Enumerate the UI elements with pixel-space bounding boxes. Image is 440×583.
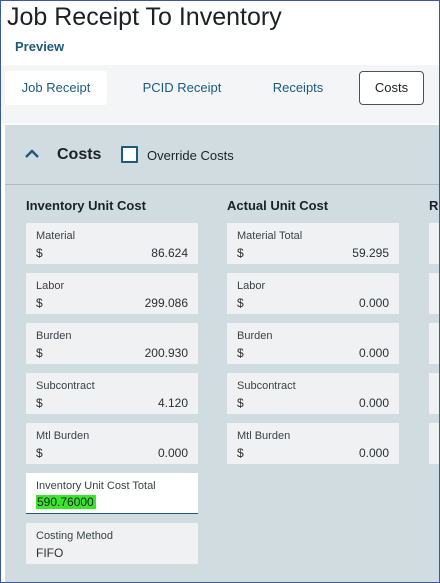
field-label: Material [36, 230, 76, 242]
actual-mtl-burden-field[interactable]: Mtl Burden $ 0.000 [227, 423, 399, 464]
tab-receipts[interactable]: Receipts [272, 80, 324, 95]
page-title: Job Receipt To Inventory [7, 3, 282, 31]
field-label: Mtl Burden [237, 430, 291, 442]
tab-costs[interactable]: Costs [359, 71, 424, 105]
actual-material-total-field[interactable]: Material Total $ 59.295 [227, 223, 399, 264]
field-value: 0.000 [358, 346, 389, 360]
currency-symbol: $ [36, 446, 43, 460]
tab-job-receipt[interactable]: Job Receipt [5, 71, 107, 105]
total-value-highlighted: 590.76000 [36, 495, 96, 509]
field-label: Labor [237, 280, 266, 292]
field-value: 0.000 [358, 296, 389, 310]
field-value: 4.120 [157, 396, 188, 410]
actual-burden-field[interactable]: Burden $ 0.000 [227, 323, 399, 364]
currency-symbol: $ [237, 346, 244, 360]
currency-symbol: $ [237, 396, 244, 410]
field-label: Subcontract [36, 380, 95, 392]
field-label: Burden [36, 330, 72, 342]
costs-panel: Costs Override Costs Inventory Unit Cost… [5, 125, 439, 582]
currency-symbol: $ [237, 446, 244, 460]
third-column-field[interactable] [429, 273, 439, 314]
inventory-unit-cost-total-field[interactable]: Inventory Unit Cost Total 590.76000 [26, 473, 198, 514]
field-value: 86.624 [151, 246, 188, 260]
actual-unit-cost-heading: Actual Unit Cost [227, 198, 329, 213]
section-title: Costs [57, 146, 102, 163]
field-label: Burden [237, 330, 273, 342]
inventory-unit-cost-heading: Inventory Unit Cost [26, 198, 146, 213]
field-label: Costing Method [36, 530, 114, 542]
costing-method-field[interactable]: Costing Method FIFO [26, 523, 198, 564]
currency-symbol: $ [237, 296, 244, 310]
currency-symbol: $ [36, 296, 43, 310]
inventory-labor-field[interactable]: Labor $ 299.086 [26, 273, 198, 314]
field-label: Mtl Burden [36, 430, 90, 442]
currency-symbol: $ [36, 346, 43, 360]
override-costs-checkbox[interactable] [121, 146, 138, 163]
third-column-field[interactable] [429, 323, 439, 364]
currency-symbol: $ [237, 246, 244, 260]
currency-symbol: $ [36, 246, 43, 260]
costs-section-header: Costs Override Costs [5, 125, 439, 185]
chevron-up-icon[interactable] [23, 147, 41, 161]
field-value: 299.086 [144, 296, 188, 310]
field-value: 0.000 [358, 396, 389, 410]
inventory-mtl-burden-field[interactable]: Mtl Burden $ 0.000 [26, 423, 198, 464]
third-column-field[interactable] [429, 423, 439, 464]
third-column-field[interactable] [429, 223, 439, 264]
field-value: 59.295 [352, 246, 389, 260]
tab-pcid-receipt[interactable]: PCID Receipt [142, 80, 222, 95]
field-value: 0.000 [358, 446, 389, 460]
third-column-field[interactable] [429, 373, 439, 414]
inventory-subcontract-field[interactable]: Subcontract $ 4.120 [26, 373, 198, 414]
currency-symbol: $ [36, 396, 43, 410]
field-label: Material Total [237, 230, 303, 242]
field-label: Subcontract [237, 380, 296, 392]
override-costs-label: Override Costs [147, 148, 234, 163]
field-value: 200.930 [144, 346, 188, 360]
inventory-burden-field[interactable]: Burden $ 200.930 [26, 323, 198, 364]
field-value: 0.000 [157, 446, 188, 460]
inventory-material-field[interactable]: Material $ 86.624 [26, 223, 198, 264]
actual-labor-field[interactable]: Labor $ 0.000 [227, 273, 399, 314]
tab-bar: Job Receipt PCID Receipt Receipts Costs [1, 65, 439, 123]
field-value: FIFO [36, 546, 64, 560]
third-column-heading: Re [429, 198, 439, 213]
field-label: Labor [36, 280, 65, 292]
preview-label: Preview [15, 39, 65, 54]
field-label: Inventory Unit Cost Total [36, 480, 156, 492]
actual-subcontract-field[interactable]: Subcontract $ 0.000 [227, 373, 399, 414]
